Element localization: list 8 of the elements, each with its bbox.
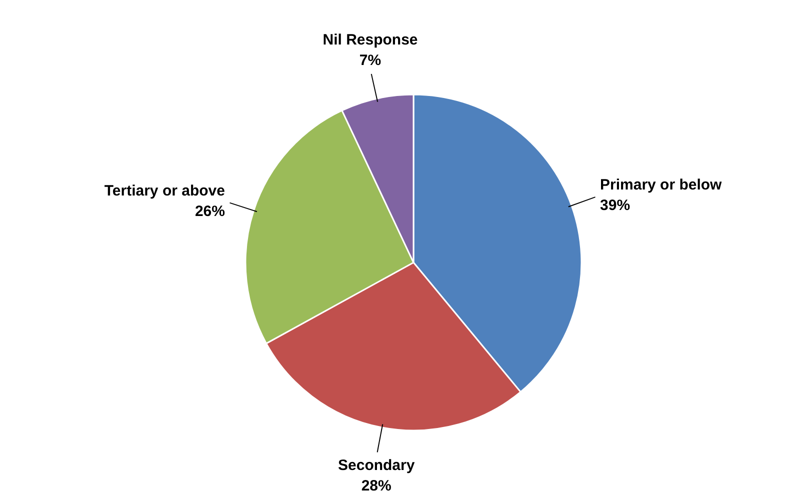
slice-label: Primary or below [600,176,722,194]
data-label: 7% [359,52,382,70]
slice-label: Nil Response [322,32,418,49]
data-label: 26% [194,202,225,220]
slice-label: Tertiary or above [104,182,225,200]
data-label: 39% [600,197,630,214]
data-label: 28% [361,478,392,495]
slice-label: Secondary [338,457,416,474]
